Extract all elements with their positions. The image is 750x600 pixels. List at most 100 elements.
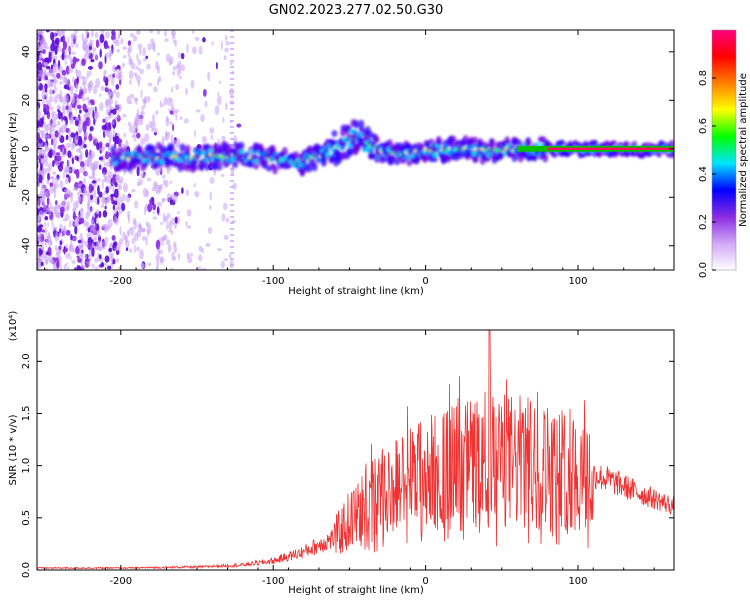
ridge-outer [524, 138, 531, 147]
noise-speck [172, 65, 178, 71]
noise-speck [37, 120, 40, 128]
noise-speck [136, 166, 140, 177]
noise-speck [133, 138, 137, 142]
noise-speck [141, 227, 147, 233]
noise-speck [48, 53, 52, 63]
noise-speck [49, 176, 55, 180]
noise-speck [156, 30, 161, 35]
noise-speck [151, 186, 157, 192]
noise-speck [135, 97, 138, 106]
noise-speck [211, 41, 215, 46]
noise-speck [147, 229, 150, 238]
noise-speck [185, 87, 188, 96]
noise-speck [50, 138, 54, 146]
snr-y-multiplier: (x10⁴) [8, 311, 19, 342]
noise-speck [83, 171, 89, 177]
noise-speck [111, 235, 116, 241]
noise-speck [54, 37, 60, 45]
ridge-outer [489, 139, 496, 149]
noise-speck [88, 55, 94, 60]
noise-speck [91, 263, 95, 269]
noise-speck [152, 113, 155, 122]
noise-speck [88, 80, 94, 88]
noise-speck [166, 192, 171, 203]
noise-speck [40, 231, 43, 238]
noise-speck [77, 195, 82, 200]
noise-speck [132, 35, 138, 42]
noise-speck [95, 53, 98, 61]
noise-speck [107, 170, 113, 179]
noise-speck [64, 60, 68, 65]
ridge-outer [515, 139, 522, 147]
noise-speck [104, 199, 108, 207]
colorbar-tick-label: 0.4 [698, 166, 709, 182]
noise-speck [172, 123, 175, 132]
noise-speck [70, 98, 75, 104]
noise-speck [201, 136, 207, 143]
noise-speck [88, 183, 93, 194]
noise-speck [51, 111, 57, 121]
noise-speck [112, 30, 115, 33]
noise-speck [191, 30, 195, 34]
noise-speck [83, 36, 89, 44]
noise-speck [64, 178, 69, 185]
noise-speck [82, 42, 86, 51]
noise-speck [61, 69, 67, 76]
ridge-mid [352, 129, 357, 135]
noise-speck [41, 227, 45, 231]
noise-speck [87, 241, 92, 251]
noise-speck [222, 116, 225, 124]
noise-speck [120, 37, 124, 45]
noise-speck [107, 74, 111, 82]
snr-panel: -200 -100 0 100 0.0 0.5 1.0 1.5 2.0 Height of st… [8, 311, 675, 596]
noise-speck [105, 242, 108, 248]
ridge-outer [511, 138, 518, 146]
noise-speck [223, 55, 227, 61]
noise-speck [128, 248, 133, 254]
noise-speck [75, 117, 80, 121]
noise-speck [71, 260, 76, 264]
noise-speck [159, 100, 163, 108]
noise-speck [116, 48, 121, 53]
noise-speck [83, 144, 87, 149]
noise-speck [142, 187, 148, 198]
noise-speck [55, 212, 59, 217]
noise-speck [166, 166, 171, 175]
noise-speck [68, 68, 74, 74]
ridge-core [367, 144, 372, 148]
noise-speck [127, 121, 132, 127]
noise-speck [223, 202, 228, 211]
noise-speck [94, 233, 97, 241]
noise-speck [108, 247, 113, 253]
noise-speck [129, 79, 132, 85]
noise-speck [205, 242, 211, 248]
noise-speck [166, 222, 169, 231]
noise-speck [63, 188, 69, 192]
noise-speck [47, 162, 53, 173]
noise-speck [194, 36, 200, 42]
noise-speck [56, 259, 60, 269]
noise-speck [113, 88, 117, 94]
noise-speck [83, 254, 88, 259]
ridge-outer [431, 156, 438, 163]
noise-speck [43, 221, 47, 227]
noise-speck [38, 117, 44, 128]
noise-speck [49, 88, 53, 96]
snr-axes: -200 -100 0 100 0.0 0.5 1.0 1.5 2.0 [21, 330, 674, 587]
y-tick-label: 1.5 [21, 406, 32, 422]
noise-speck [100, 85, 106, 91]
ridge-outer [238, 141, 245, 150]
noise-speck [129, 33, 135, 38]
noise-speck [93, 223, 97, 228]
noise-speck [46, 206, 51, 214]
noise-speck [171, 35, 176, 40]
noise-speck [77, 69, 82, 79]
noise-speck [160, 236, 165, 241]
noise-speck [112, 204, 116, 211]
noise-speck [64, 213, 70, 221]
noise-speck [103, 75, 106, 83]
noise-speck [60, 234, 63, 238]
noise-speck [69, 255, 72, 261]
noise-speck [121, 202, 126, 212]
noise-speck [41, 96, 45, 106]
